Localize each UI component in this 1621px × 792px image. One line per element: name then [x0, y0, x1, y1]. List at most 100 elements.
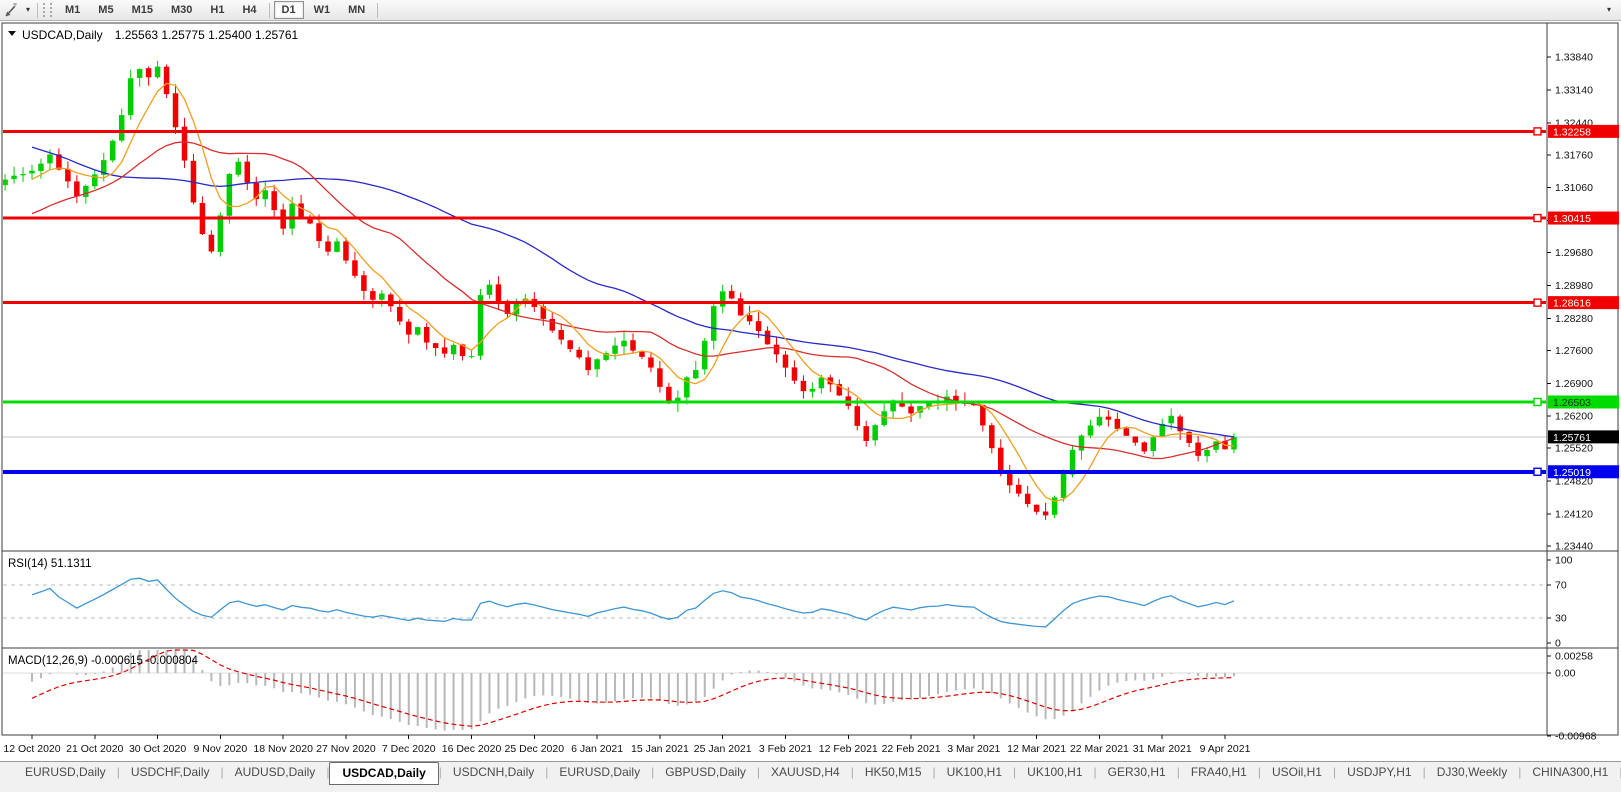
chart-title: USDCAD,Daily 1.25563 1.25775 1.25400 1.25… — [22, 28, 299, 42]
line-handle[interactable] — [1533, 213, 1542, 223]
timeframe-toolbar: ▾ M1 M5 M15 M30 H1 H4 D1 W1 MN ▾ — [0, 0, 1621, 21]
date-tick-label: 25 Jan 2021 — [694, 743, 752, 755]
tab-separator: | — [1422, 765, 1426, 779]
price-tick-label: 1.31060 — [1555, 182, 1593, 194]
price-tick-label: 1.26200 — [1555, 411, 1593, 423]
price-chart[interactable]: 1.338401.331401.324401.317601.310601.303… — [0, 21, 1621, 761]
price-tick-label: 1.28980 — [1555, 280, 1593, 292]
price-tick-label: 1.24820 — [1555, 476, 1593, 488]
level-price-tag — [1548, 395, 1619, 409]
price-tick-label: 1.27600 — [1555, 345, 1593, 357]
rsi-tick-label: 100 — [1555, 555, 1573, 567]
chart-tab-ger30-h1[interactable]: GER30,H1 — [1107, 765, 1166, 779]
rsi-tick-label: 70 — [1555, 579, 1567, 591]
chart-tab-eurusd-daily[interactable]: EURUSD,Daily — [25, 765, 106, 779]
timeframe-button-m1[interactable]: M1 — [65, 4, 81, 16]
tab-separator: | — [1257, 765, 1261, 779]
date-tick-label: 22 Mar 2021 — [1070, 743, 1129, 755]
date-tick-label: 7 Dec 2020 — [382, 743, 436, 755]
price-tick-label: 1.25520 — [1555, 443, 1593, 455]
macd-panel[interactable] — [1, 647, 1619, 736]
timeframe-button-m30[interactable]: M30 — [170, 4, 193, 16]
level-price-tag-text: 1.32258 — [1553, 126, 1591, 138]
toolbar-separator — [377, 2, 379, 18]
tab-separator: | — [1332, 765, 1337, 779]
rsi-line — [31, 577, 1235, 628]
timeframe-button-m5[interactable]: M5 — [98, 4, 114, 16]
date-axis: 12 Oct 2020 21 Oct 2020 30 Oct 2020 9 Nov 2… — [3, 735, 1251, 755]
line-handle[interactable] — [1533, 298, 1542, 307]
date-tick-label: 27 Nov 2020 — [316, 743, 376, 755]
macd-label: MACD(12,26,9) -0.000615 -0.000804 — [8, 655, 198, 667]
rsi-tick-label: 30 — [1555, 613, 1567, 625]
chart-tab-fra40-h1[interactable]: FRA40,H1 — [1190, 765, 1247, 779]
moving-average-mid — [31, 141, 1235, 460]
toolbar-overflow-icon[interactable]: ▾ — [1606, 5, 1611, 14]
timeframe-button-h4[interactable]: H4 — [242, 4, 257, 16]
chart-tab-usdcnh-daily[interactable]: USDCNH,Daily — [452, 765, 535, 779]
tab-separator: | — [1093, 765, 1097, 779]
tab-separator: | — [1013, 765, 1017, 779]
macd-tick-label: 0.00258 — [1555, 651, 1593, 663]
price-tick-label: 1.24120 — [1555, 509, 1593, 521]
chart-tab-uk100-h1[interactable]: UK100,H1 — [946, 765, 1003, 779]
current-price-tag-text: 1.25761 — [1553, 432, 1591, 444]
line-handle[interactable] — [1533, 467, 1542, 476]
macd-histogram — [31, 650, 1235, 731]
price-tick-label: 1.28280 — [1555, 313, 1593, 325]
chart-tab-gbpusd-daily[interactable]: GBPUSD,Daily — [665, 765, 746, 779]
tab-separator: | — [326, 765, 330, 779]
cursor-tool-button[interactable] — [0, 1, 22, 19]
date-tick-label: 9 Nov 2020 — [194, 743, 248, 755]
date-tick-label: 3 Feb 2021 — [759, 743, 812, 755]
chart-tab-hk50-m15[interactable]: HK50,M15 — [864, 765, 922, 779]
timeframe-button-h1[interactable]: H1 — [210, 4, 225, 16]
tab-separator: | — [438, 765, 442, 779]
level-price-tag — [1548, 124, 1619, 138]
rsi-panel[interactable] — [1, 550, 1619, 649]
tab-separator: | — [850, 765, 854, 779]
timeframe-button-d1[interactable]: D1 — [273, 1, 304, 19]
date-tick-label: 12 Oct 2020 — [3, 743, 60, 755]
cursor-tool-dropdown-icon[interactable]: ▾ — [26, 5, 31, 14]
chart-tab-uk100-h1[interactable]: UK100,H1 — [1027, 765, 1083, 779]
timeframe-button-mn[interactable]: MN — [348, 4, 366, 16]
level-price-tag — [1548, 465, 1619, 479]
date-tick-label: 21 Oct 2020 — [66, 743, 123, 755]
moving-average-slow — [31, 146, 1235, 438]
chart-tab-audusd-daily[interactable]: AUDUSD,Daily — [234, 765, 316, 779]
date-tick-label: 3 Mar 2021 — [947, 743, 1000, 755]
tab-separator: | — [651, 765, 655, 779]
chart-tab-usdcad-daily[interactable]: USDCAD,Daily — [329, 762, 439, 785]
chart-tab-dj30-weekly[interactable]: DJ30,Weekly — [1436, 765, 1508, 779]
line-handle[interactable] — [1533, 127, 1542, 136]
timeframe-button-w1[interactable]: W1 — [313, 4, 331, 16]
date-tick-label: 15 Jan 2021 — [631, 743, 689, 755]
moving-average-fast — [31, 82, 1235, 502]
toolbar-grip[interactable] — [43, 3, 53, 17]
chart-tab-eurusd-daily[interactable]: EURUSD,Daily — [559, 765, 641, 779]
level-price-tag-text: 1.26503 — [1553, 397, 1591, 409]
date-tick-label: 6 Jan 2021 — [571, 743, 623, 755]
date-tick-label: 22 Feb 2021 — [882, 743, 941, 755]
symbol-dropdown-icon[interactable] — [8, 31, 16, 36]
line-handle[interactable] — [1533, 397, 1542, 407]
date-tick-label: 25 Dec 2020 — [505, 743, 565, 755]
timeframe-button-m15[interactable]: M15 — [131, 4, 153, 16]
date-tick-label: 18 Nov 2020 — [253, 743, 313, 755]
date-tick-label: 30 Oct 2020 — [129, 743, 186, 755]
chart-tab-xauusd-h4[interactable]: XAUUSD,H4 — [771, 765, 840, 779]
chart-tab-usoil-h1[interactable]: USOil,H1 — [1271, 765, 1322, 779]
rsi-label: RSI(14) 51.1311 — [8, 558, 92, 570]
chart-tab-china300-h1[interactable]: CHINA300,H1 — [1532, 765, 1609, 779]
price-tick-label: 1.33840 — [1555, 52, 1593, 64]
tab-separator: | — [756, 765, 761, 779]
date-tick-label: 31 Mar 2021 — [1133, 743, 1192, 755]
chart-tab-usdchf-daily[interactable]: USDCHF,Daily — [130, 765, 210, 779]
crosshair-cursor-icon — [4, 2, 17, 17]
tab-separator: | — [545, 765, 549, 779]
main-chart-panel[interactable] — [1, 22, 1619, 552]
chart-tab-usdjpy-h1[interactable]: USDJPY,H1 — [1347, 765, 1412, 779]
level-price-tag-text: 1.28616 — [1553, 298, 1591, 310]
